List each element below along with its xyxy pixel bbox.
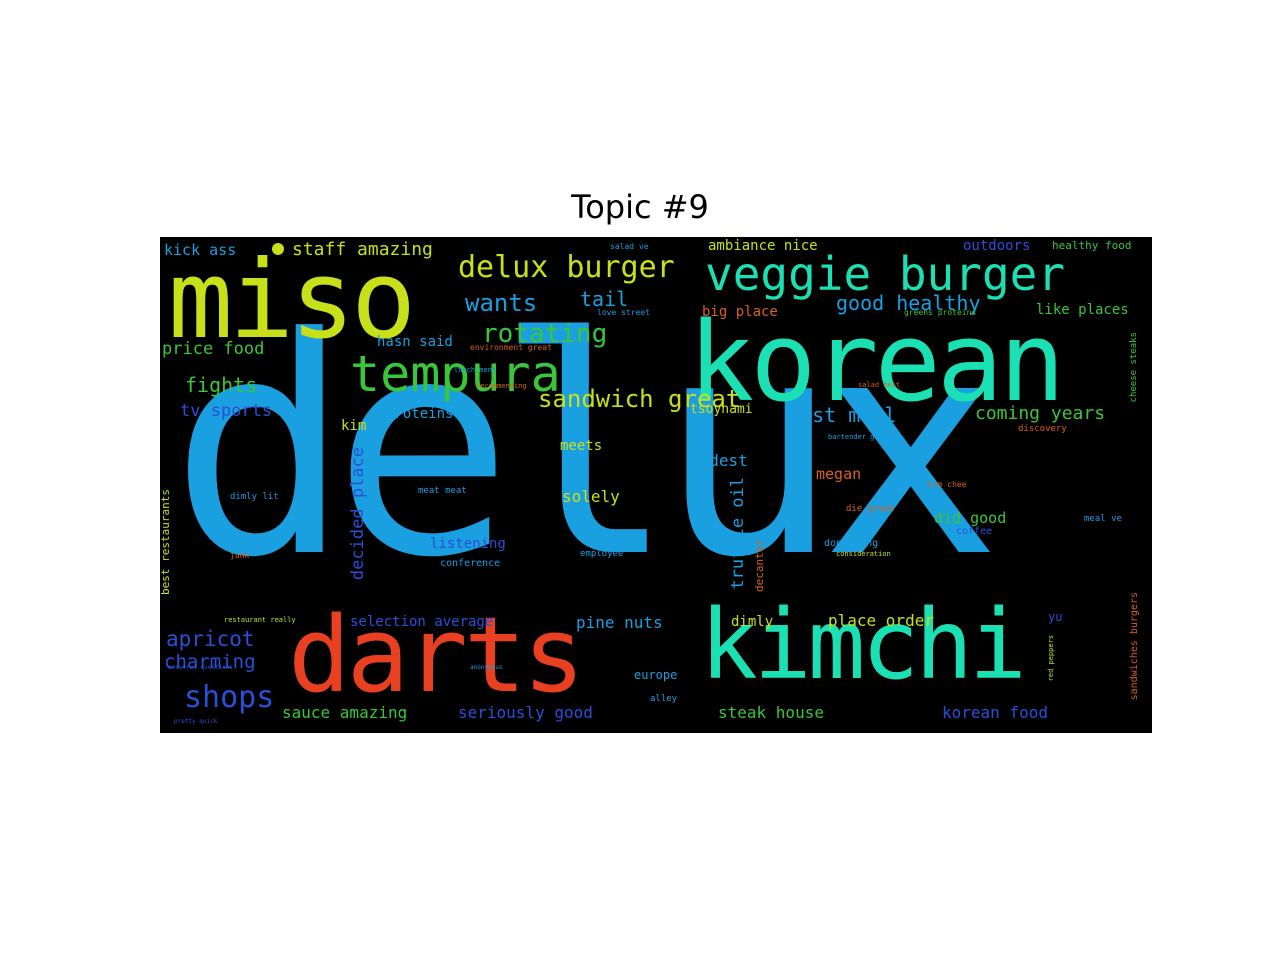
word: kimchi	[700, 589, 1027, 701]
word: anonymous	[470, 664, 503, 671]
word: coffee	[956, 526, 993, 537]
word: shops	[184, 680, 275, 715]
word: dimly lit	[230, 492, 279, 502]
word: korean food	[942, 703, 1048, 722]
word: salad best	[858, 381, 901, 389]
word: yu	[1048, 610, 1063, 624]
word: rotating	[482, 319, 608, 349]
word: place order	[828, 611, 934, 630]
word: discovery	[1018, 424, 1067, 434]
word: oldest	[690, 451, 748, 470]
word: big place	[702, 304, 778, 320]
word: tail	[580, 287, 629, 311]
word: kim	[341, 418, 367, 434]
word: conference	[440, 558, 501, 569]
word: chicken panini	[220, 538, 280, 546]
word: wants	[465, 289, 538, 317]
word: listening	[430, 536, 506, 552]
word: selection average	[350, 614, 494, 630]
word: seriously good	[458, 703, 593, 722]
figure-title: Topic #9	[571, 188, 709, 226]
word: coming years	[975, 403, 1106, 424]
word: saw here	[578, 528, 612, 536]
word: europe	[634, 668, 678, 682]
word: junk	[230, 551, 250, 560]
word: employee	[580, 549, 624, 559]
word-cloud: delux korean miso kimchi darts veggie bu…	[160, 237, 1152, 733]
word: answered questions	[168, 664, 234, 671]
word: korean	[688, 298, 1065, 426]
word: price food	[162, 339, 265, 359]
word: don wrong	[824, 538, 879, 549]
word: pretty quick	[174, 718, 218, 725]
word: red peppers	[1047, 635, 1055, 682]
word: like places	[1036, 302, 1129, 318]
word: kick ass	[164, 241, 237, 259]
word: restaurant really	[224, 616, 296, 624]
word: tsoynami	[690, 402, 753, 417]
word: pine nuts	[576, 613, 663, 632]
word: best restaurants	[160, 489, 172, 595]
word: ambiance nice	[708, 238, 818, 254]
word: salad ve	[610, 242, 649, 251]
word: decanter	[753, 539, 766, 592]
word: solely	[562, 487, 620, 506]
dot-glyph	[272, 243, 284, 255]
word: love street	[597, 308, 650, 317]
word: miso	[168, 238, 416, 363]
word: meat meat	[418, 486, 467, 496]
word: megan	[816, 465, 862, 483]
word: kim chee	[928, 480, 967, 489]
word: good healthy	[836, 291, 981, 315]
word: darts	[288, 594, 585, 716]
word: delux burger	[458, 250, 675, 285]
word: delux	[170, 274, 1001, 623]
word: greens proteins	[904, 308, 977, 317]
word: outdoors	[963, 238, 1031, 254]
word: sandwiches burgers	[1129, 592, 1140, 701]
word: environment great	[470, 343, 552, 352]
word: healthy food	[1052, 239, 1132, 252]
word: did good	[934, 509, 1007, 527]
word: decided place	[348, 447, 368, 581]
word: meal ve	[1084, 514, 1122, 524]
word: fights	[185, 373, 258, 397]
word: best meal	[788, 403, 897, 427]
word: charming	[164, 651, 256, 673]
word: truffle oil	[728, 477, 748, 590]
word: cheese steaks	[1129, 332, 1139, 403]
word: dimly	[731, 614, 774, 630]
word: bartender great	[828, 433, 892, 441]
word: hasn said	[377, 334, 453, 350]
word: staff amazing	[292, 239, 433, 260]
word: sandwich great	[538, 385, 741, 413]
word: apricot	[166, 627, 255, 651]
word: tempura	[350, 345, 561, 403]
word: die great	[846, 504, 895, 514]
word: meets	[560, 438, 603, 454]
word: lunch menu	[454, 366, 497, 374]
word: sauce amazing	[282, 703, 408, 722]
word: steak house	[718, 703, 824, 722]
word: recommending	[476, 382, 527, 390]
word: proteins	[386, 406, 454, 422]
word: consideration	[836, 550, 891, 558]
word: alley	[650, 694, 678, 704]
word: veggie burger	[705, 247, 1066, 301]
word: tv sports	[180, 401, 273, 421]
